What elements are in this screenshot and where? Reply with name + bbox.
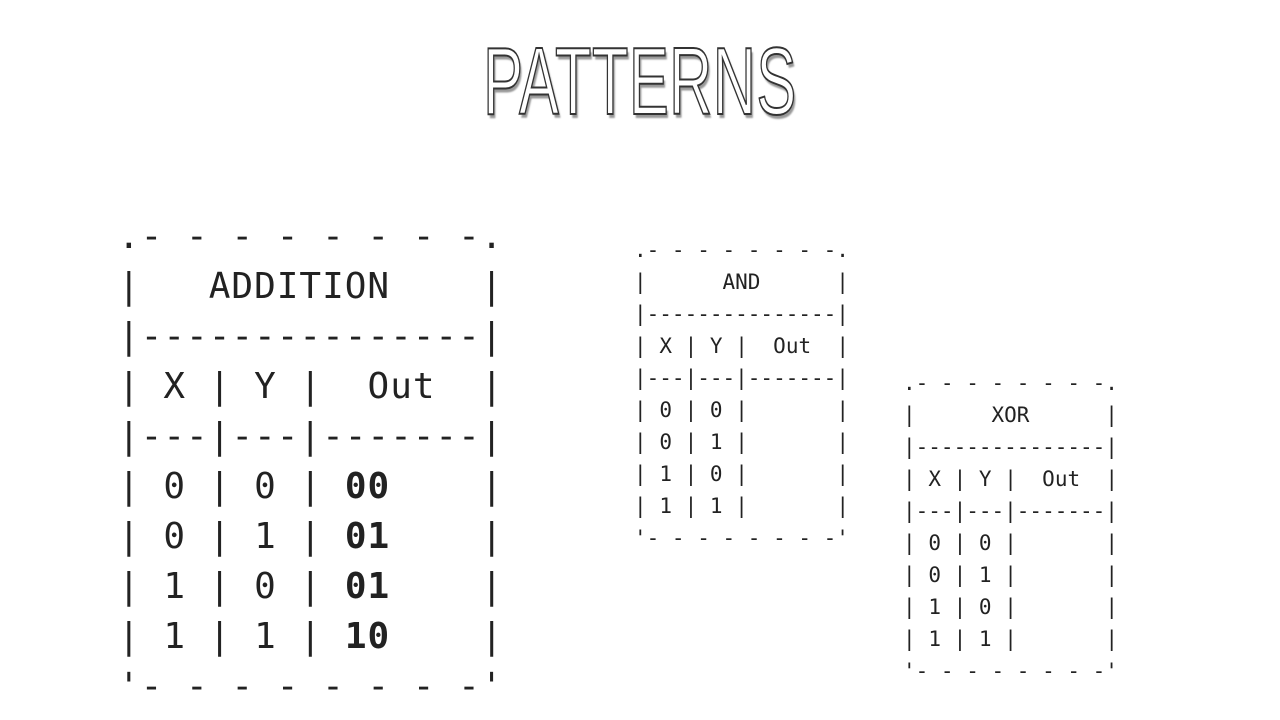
table-name: AND	[722, 270, 761, 294]
and-truth-table: .- - - - - - - -. | AND | |---------------…	[634, 234, 849, 554]
table-row: | 0 | 0 | |	[634, 398, 850, 422]
table-top-border: .- - - - - - - -.	[118, 216, 504, 257]
table-row: | 0 | 1 | 01 |	[118, 516, 504, 557]
table-bottom-border: '- - - - - - - -'	[634, 526, 849, 550]
addition-truth-table: .- - - - - - - -. | ADDITION | |----------…	[118, 212, 504, 712]
table-cell: 1	[659, 462, 672, 486]
table-name-row: | ADDITION |	[118, 266, 504, 307]
table-row: | 0 | 1 | |	[903, 563, 1119, 587]
column-header: Out	[773, 334, 812, 358]
table-top-border: .- - - - - - - -.	[634, 238, 849, 262]
table-cell: 1	[978, 563, 992, 587]
table-row: | 1 | 1 | |	[903, 627, 1119, 651]
table-row: | 0 | 0 | |	[903, 531, 1119, 555]
table-header-divider: |---|---|-------|	[634, 366, 849, 390]
table-cell: 0	[978, 595, 992, 619]
table-cell: 1	[928, 627, 941, 651]
page-title: PATTERNS	[483, 28, 797, 135]
table-header-row: | X | Y | Out |	[118, 366, 504, 407]
table-cell: 1	[928, 595, 941, 619]
column-header: X	[163, 366, 187, 407]
table-name: ADDITION	[208, 266, 391, 307]
table-row: | 1 | 0 | 01 |	[118, 566, 504, 607]
table-cell: 0	[254, 466, 277, 507]
table-header-divider: |---|---|-------|	[903, 499, 1118, 523]
table-header-divider: |---|---|-------|	[118, 416, 504, 457]
table-cell: 1	[709, 494, 723, 518]
table-bottom-border: '- - - - - - - -'	[118, 666, 504, 707]
table-header-row: | X | Y | Out |	[903, 467, 1119, 491]
table-name-row: | AND |	[634, 270, 849, 294]
table-row: | 1 | 0 | |	[634, 462, 850, 486]
table-row: | 0 | 1 | |	[634, 430, 850, 454]
table-cell: 01	[344, 516, 391, 557]
column-header: Out	[1042, 467, 1081, 491]
table-name: XOR	[991, 403, 1030, 427]
table-divider: |---------------|	[903, 435, 1118, 459]
table-cell: 1	[254, 616, 277, 657]
xor-truth-table: .- - - - - - - -. | XOR | |---------------…	[903, 367, 1118, 687]
table-cell: 01	[344, 566, 391, 607]
table-row: | 1 | 0 | |	[903, 595, 1119, 619]
table-cell: 1	[978, 627, 992, 651]
table-cell: 0	[709, 398, 723, 422]
table-cell: 1	[709, 430, 723, 454]
table-cell: 0	[659, 430, 672, 454]
table-cell: 0	[659, 398, 672, 422]
table-divider: |---------------|	[634, 302, 849, 326]
table-cell: 0	[163, 516, 187, 557]
table-cell: 10	[344, 616, 391, 657]
table-divider: |---------------|	[118, 316, 504, 357]
table-cell: 1	[163, 616, 187, 657]
table-top-border: .- - - - - - - -.	[903, 371, 1118, 395]
table-cell: 0	[254, 566, 277, 607]
table-cell: 0	[928, 563, 941, 587]
table-header-row: | X | Y | Out |	[634, 334, 850, 358]
table-row: | 1 | 1 | 10 |	[118, 616, 504, 657]
table-cell: 0	[928, 531, 941, 555]
column-header: Y	[709, 334, 723, 358]
column-header: X	[928, 467, 941, 491]
column-header: X	[659, 334, 672, 358]
table-cell: 1	[254, 516, 277, 557]
column-header: Out	[367, 366, 436, 407]
table-cell: 00	[344, 466, 391, 507]
column-header: Y	[254, 366, 277, 407]
column-header: Y	[978, 467, 992, 491]
table-cell: 0	[163, 466, 187, 507]
table-row: | 0 | 0 | 00 |	[118, 466, 504, 507]
table-cell: 1	[659, 494, 672, 518]
table-bottom-border: '- - - - - - - -'	[903, 659, 1118, 683]
table-cell: 0	[978, 531, 992, 555]
table-row: | 1 | 1 | |	[634, 494, 850, 518]
table-cell: 1	[163, 566, 187, 607]
table-name-row: | XOR |	[903, 403, 1118, 427]
table-cell: 0	[709, 462, 723, 486]
